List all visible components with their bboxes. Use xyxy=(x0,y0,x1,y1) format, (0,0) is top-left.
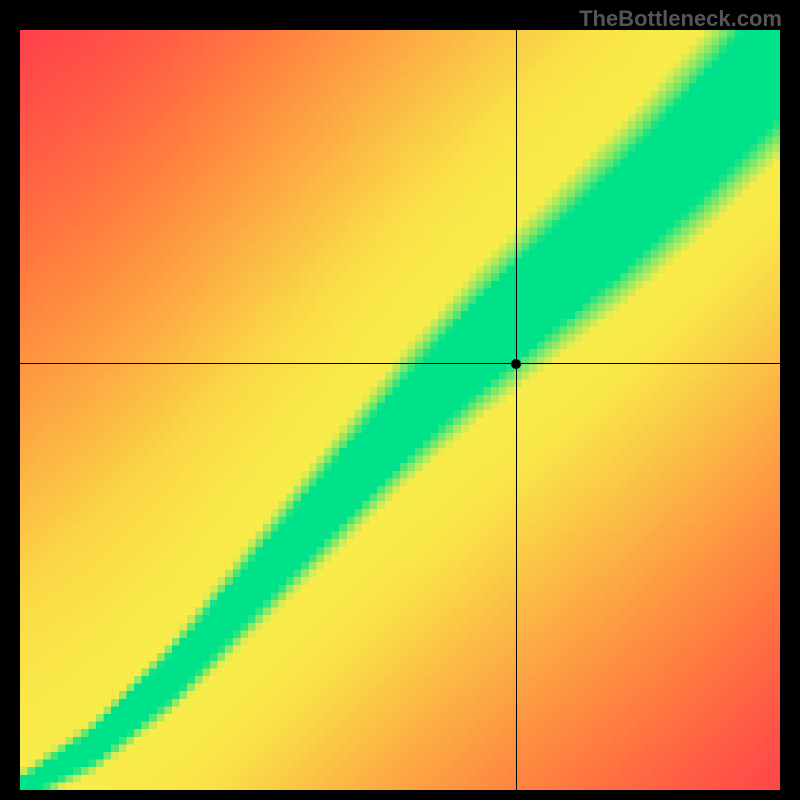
crosshair-horizontal xyxy=(20,363,780,364)
crosshair-vertical xyxy=(516,30,517,790)
heatmap-canvas xyxy=(20,30,780,790)
crosshair-marker xyxy=(511,359,521,369)
plot-area xyxy=(20,30,780,790)
bottleneck-chart: TheBottleneck.com xyxy=(0,0,800,800)
watermark-text: TheBottleneck.com xyxy=(579,6,782,32)
